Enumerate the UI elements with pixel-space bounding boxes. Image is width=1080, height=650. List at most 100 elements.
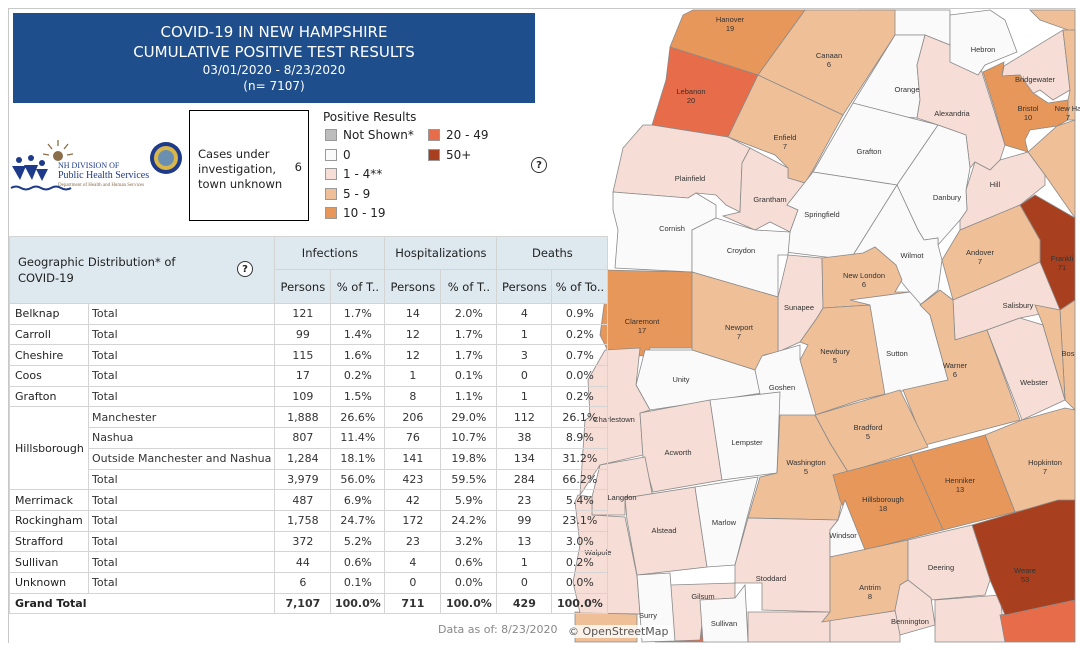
town-shape[interactable]	[814, 389, 929, 473]
value-cell: 1,284	[274, 447, 332, 470]
town-label: Bridgewater	[1015, 75, 1056, 84]
town-new-ha[interactable]	[1062, 29, 1076, 121]
town-shape[interactable]	[599, 269, 693, 357]
cases-unknown-town-box: Cases under investigation, town unknown …	[189, 110, 309, 221]
town-alstead[interactable]	[624, 486, 708, 576]
town-shape[interactable]	[894, 579, 936, 636]
legend-label: 1 - 4**	[343, 167, 383, 181]
town-shape[interactable]	[916, 34, 1006, 171]
value-cell: 8	[384, 385, 442, 408]
town-bradford[interactable]	[814, 389, 929, 473]
subregion-cell: Nashua	[87, 427, 276, 449]
town-count: 5	[866, 432, 870, 441]
value-cell: 1	[384, 365, 442, 387]
town-shape[interactable]	[639, 399, 723, 493]
subregion-cell: Total	[87, 530, 276, 553]
town-shape[interactable]	[902, 289, 1021, 446]
grand-total-cell: 7,107	[274, 592, 332, 615]
town-shape[interactable]	[747, 611, 831, 643]
town-count: 17	[638, 326, 646, 335]
town-count: 53	[1021, 575, 1029, 584]
town-canaan[interactable]	[757, 9, 896, 116]
county-cell: Cheshire	[9, 344, 89, 367]
value-cell: 0.9%	[551, 303, 609, 325]
town-shape[interactable]	[734, 517, 839, 613]
legend-item[interactable]: 50+	[428, 148, 471, 162]
table-row: Carroll Total 99 1.4% 12 1.7% 1 0.2%	[9, 323, 609, 346]
town-shape[interactable]	[636, 572, 676, 643]
map-attribution[interactable]: © OpenStreetMap	[565, 625, 672, 638]
town-label: Stoddard	[756, 574, 786, 583]
legend-label: 20 - 49	[446, 128, 489, 142]
value-cell: 423	[384, 468, 442, 491]
table-row: Grafton Total 109 1.5% 8 1.1% 1 0.2%	[9, 385, 609, 408]
town-marlow[interactable]	[694, 476, 759, 568]
town-hillsborough[interactable]	[832, 454, 944, 551]
value-cell: 23	[496, 489, 553, 511]
value-cell: 4	[384, 551, 442, 573]
legend-item[interactable]: 5 - 9	[325, 187, 370, 201]
legend-swatch	[428, 148, 440, 161]
town-warner[interactable]	[902, 289, 1021, 446]
town-shape[interactable]	[1034, 304, 1066, 401]
table-title: Geographic Distribution* of COVID-19 ?	[8, 236, 276, 304]
value-cell: 109	[274, 385, 332, 408]
town-count: 71	[1058, 263, 1066, 272]
legend-item[interactable]: 1 - 4**	[325, 167, 382, 181]
value-cell: 0.7%	[551, 344, 609, 367]
town-shape[interactable]	[757, 9, 896, 116]
value-cell: 29.0%	[440, 406, 498, 429]
grand-total-cell: 429	[496, 592, 553, 615]
town-bennington[interactable]	[894, 579, 936, 636]
town-shape[interactable]	[832, 454, 944, 551]
grand-total-cell: 100.0%	[440, 592, 498, 615]
table-row: Total 3,979 56.0% 423 59.5% 284 66.2%	[10, 468, 609, 491]
town-bos[interactable]	[1034, 304, 1066, 401]
town-shape[interactable]	[934, 594, 1006, 643]
town-label: Grafton	[856, 147, 881, 156]
town-shape[interactable]	[709, 391, 781, 481]
value-cell: 0.6%	[440, 551, 498, 573]
table-row: Outside Manchester and Nashua 1,284 18.1% 1…	[10, 447, 609, 470]
legend-swatch	[325, 168, 337, 180]
town-shape[interactable]	[949, 9, 1018, 76]
town-lempster[interactable]	[709, 391, 781, 481]
town-label: Deering	[928, 563, 954, 572]
subheader: Persons	[384, 269, 442, 304]
town-label: Plainfield	[675, 174, 705, 183]
legend-item[interactable]: Not Shown*	[325, 128, 414, 142]
town-hebron[interactable]	[949, 9, 1018, 76]
town-label: Bos	[1062, 349, 1075, 358]
town-sullivan[interactable]	[699, 583, 749, 643]
town-shape[interactable]	[694, 476, 759, 568]
town-label: Alexandria	[934, 109, 970, 118]
town-label: Webster	[1020, 378, 1048, 387]
town-stoddard[interactable]	[734, 517, 839, 613]
town-alexandria[interactable]	[916, 34, 1006, 171]
value-cell: 2.0%	[440, 303, 498, 325]
table-help-icon[interactable]: ?	[237, 261, 253, 277]
town-acworth[interactable]	[639, 399, 723, 493]
value-cell: 18.1%	[330, 447, 386, 470]
value-cell: 1	[496, 323, 553, 346]
table-row: Hillsborough Manchester 1,888 26.6% 206 29.0%…	[9, 406, 609, 491]
legend-item[interactable]: 0	[325, 148, 351, 162]
legend-item[interactable]: 10 - 19	[325, 206, 386, 220]
value-cell: 12	[384, 323, 442, 346]
value-cell: 26.6%	[330, 406, 386, 429]
legend-item[interactable]: 20 - 49	[428, 128, 489, 142]
town-shape[interactable]	[624, 486, 708, 576]
subheader: % of To..	[551, 269, 609, 304]
county-cell: Hillsborough	[9, 406, 89, 491]
title-banner: COVID-19 IN NEW HAMPSHIRE CUMULATIVE POS…	[13, 13, 535, 103]
town-count: 7	[783, 142, 787, 151]
table-row: Nashua 807 11.4% 76 10.7% 38 8.9%	[10, 427, 609, 449]
value-cell: 42	[384, 489, 442, 511]
legend-help-icon[interactable]: ?	[531, 157, 547, 173]
town-claremont[interactable]	[599, 269, 693, 357]
town-surry[interactable]	[636, 572, 676, 643]
town-shape[interactable]	[699, 583, 749, 643]
town-shape[interactable]	[1062, 29, 1076, 121]
value-cell: 14	[384, 303, 442, 325]
header-infections: Infections	[274, 236, 386, 270]
